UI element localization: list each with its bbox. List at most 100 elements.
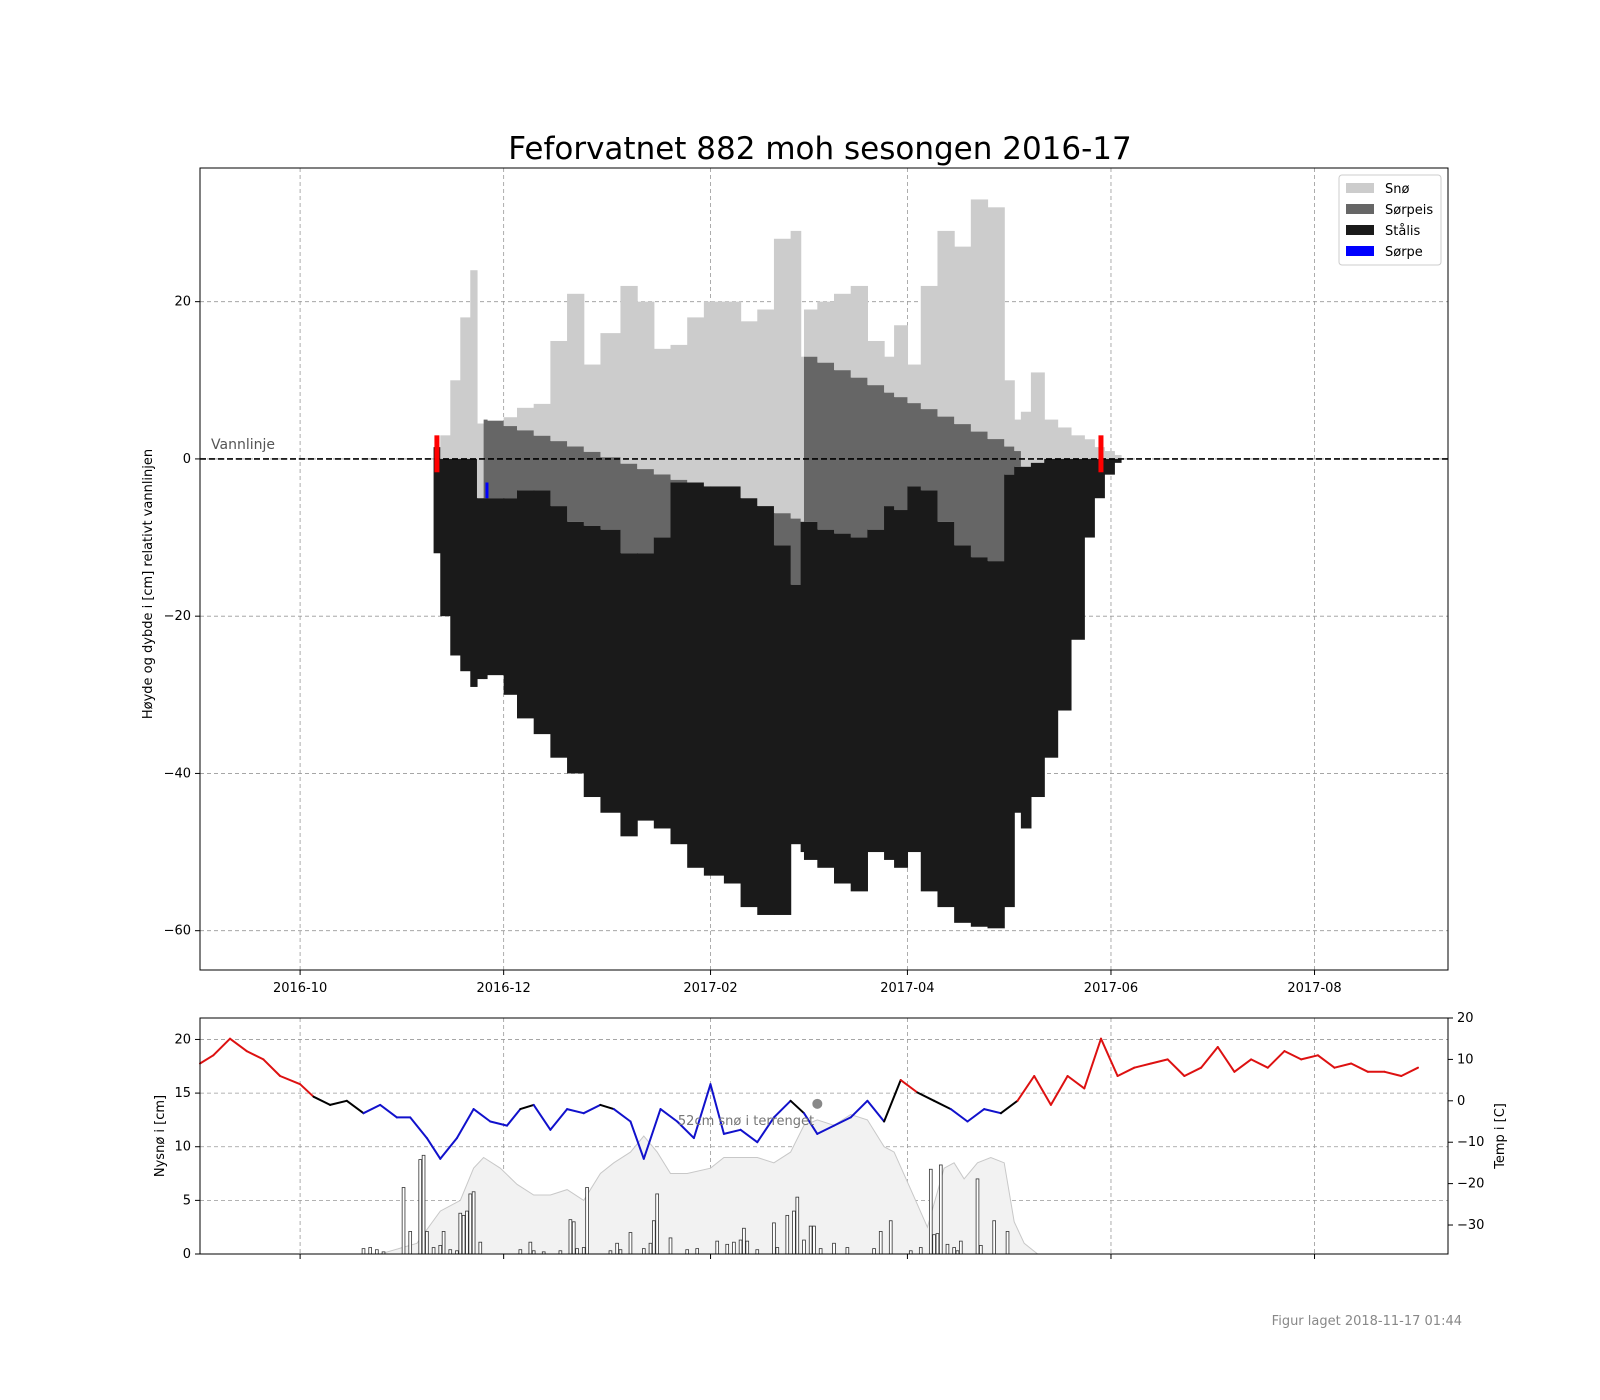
- black-ice-bar: [533, 490, 551, 735]
- temperature-segment: [1100, 1037, 1119, 1077]
- new-snow-bar: [832, 1242, 836, 1255]
- new-snow-bar: [401, 1187, 406, 1255]
- slush-ice-bar: [937, 416, 955, 522]
- new-snow-bar: [1005, 1231, 1010, 1255]
- bottom-y2-axis-label: Temp i [C]: [1493, 1103, 1508, 1170]
- black-ice-bar: [907, 486, 922, 853]
- legend-label-black-ice: Stålis: [1385, 224, 1421, 239]
- top-x-tick-label: 2016-12: [476, 981, 530, 996]
- black-ice-bar: [567, 521, 585, 774]
- new-snow-bar: [732, 1241, 736, 1255]
- new-snow-bar: [468, 1193, 473, 1255]
- snow-bar: [850, 285, 868, 378]
- snow-bar: [583, 364, 602, 452]
- temperature-segment: [1216, 1046, 1236, 1073]
- black-ice-bar: [920, 490, 939, 892]
- snow-bar: [954, 246, 972, 425]
- snow-bar: [803, 309, 818, 357]
- snow-bar: [503, 417, 518, 427]
- black-ice-bar: [517, 490, 535, 719]
- new-snow-bar: [571, 1221, 576, 1255]
- temperature-segment: [883, 1079, 902, 1123]
- snow-bar: [460, 317, 471, 459]
- waterline-annotation: Vannlinje: [211, 437, 275, 453]
- temperature-segment: [866, 1099, 886, 1123]
- temperature-segment: [772, 1099, 792, 1119]
- top-tick-labels: 2016-10 2016-12 2017-02 2017-04 2017-06 2017-…: [164, 295, 1342, 996]
- top-x-tick-label: 2017-04: [880, 981, 934, 996]
- black-ice-bar: [460, 458, 471, 672]
- snow-bar: [687, 317, 705, 483]
- new-snow-bar: [872, 1248, 876, 1255]
- temperature-segment: [312, 1095, 332, 1106]
- temperature-segment: [549, 1108, 569, 1131]
- slush-ice-bar: [1004, 446, 1015, 475]
- black-ice-bar: [550, 506, 568, 758]
- new-snow-bar: [471, 1191, 476, 1255]
- slush-ice-bar: [670, 479, 688, 483]
- new-snow-bar: [775, 1247, 780, 1255]
- new-snow-bar: [959, 1240, 963, 1255]
- snow-bar: [790, 230, 802, 519]
- temperature-segment: [1016, 1075, 1036, 1102]
- black-ice-bar: [1030, 462, 1045, 798]
- black-ice-bar: [600, 529, 622, 813]
- temperature-segment: [245, 1050, 265, 1061]
- temperature-segment: [612, 1108, 632, 1123]
- temperature-segment: [329, 1099, 348, 1106]
- snow-bar: [920, 285, 939, 410]
- temperature-segment: [425, 1137, 442, 1160]
- top-y-tick-label: −60: [164, 924, 191, 939]
- new-snow-bar: [738, 1239, 743, 1255]
- temperature-segment: [833, 1116, 852, 1127]
- black-ice-bar: [1057, 458, 1072, 711]
- new-snow-bar: [802, 1239, 806, 1255]
- black-ice-bar: [800, 521, 805, 853]
- black-ice-bar: [620, 553, 638, 837]
- snow-bar: [550, 340, 568, 442]
- new-snow-bar: [465, 1210, 469, 1255]
- temperature-segment: [1233, 1058, 1253, 1073]
- legend-box: [1338, 174, 1442, 266]
- snow-bar: [517, 407, 535, 431]
- black-ice-bar: [1044, 458, 1059, 758]
- temperature-segment: [849, 1099, 869, 1119]
- black-ice-bar: [583, 525, 602, 798]
- snow-bar: [637, 301, 655, 470]
- temperature-segment: [803, 1112, 819, 1135]
- temperature-segment: [599, 1103, 615, 1111]
- top-y-tick-label: 20: [174, 295, 191, 310]
- slush-ice-bar: [486, 420, 505, 499]
- new-snow-bar: [725, 1243, 730, 1255]
- legend: Snø Sørpeis Stålis Sørpe: [1338, 174, 1442, 266]
- bottom-y2-tick-label: 20: [1457, 1011, 1474, 1026]
- slush-ice-bar: [803, 356, 818, 522]
- snow-bar: [867, 340, 885, 386]
- new-snow-bar: [441, 1231, 446, 1255]
- bottom-y2-tick-label: −10: [1457, 1135, 1484, 1150]
- temperature-segment: [532, 1103, 552, 1131]
- new-snow-bar: [695, 1248, 699, 1255]
- snow-bar: [894, 325, 909, 398]
- temperature-segment: [983, 1108, 1002, 1115]
- slush-ice-bar: [970, 431, 989, 558]
- snow-bar: [670, 344, 688, 480]
- snow-depth-annotation: 52cm snø i terrenget: [678, 1114, 814, 1129]
- snow-bar: [834, 293, 852, 371]
- temperature-segment: [439, 1137, 458, 1160]
- slush-ice-bar: [583, 451, 602, 526]
- slush-marker: [485, 482, 489, 499]
- temperature-segment: [1083, 1037, 1102, 1090]
- slush-ice-bar: [503, 426, 518, 499]
- black-ice-bar: [486, 498, 505, 676]
- new-snow-bar: [615, 1242, 619, 1255]
- legend-label-snow: Snø: [1385, 182, 1409, 197]
- snow-bar: [450, 380, 461, 459]
- snow-bar: [440, 435, 451, 459]
- temperature-segment: [345, 1099, 365, 1115]
- temperature-segment: [409, 1116, 428, 1140]
- top-x-tick-label: 2017-06: [1084, 981, 1138, 996]
- new-snow-bar: [461, 1214, 466, 1255]
- new-snow-bar: [368, 1247, 372, 1255]
- temperature-segment: [1333, 1062, 1353, 1069]
